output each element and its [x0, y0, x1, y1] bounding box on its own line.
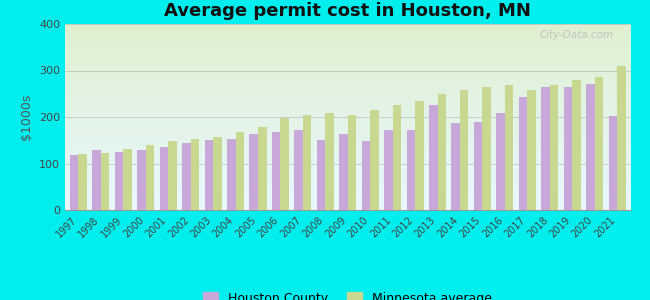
- Bar: [101, 153, 109, 210]
- Bar: [474, 122, 482, 210]
- Bar: [79, 154, 87, 210]
- Bar: [361, 141, 370, 210]
- Bar: [541, 87, 550, 210]
- Bar: [595, 77, 603, 210]
- Bar: [137, 150, 146, 210]
- Bar: [384, 130, 393, 210]
- Y-axis label: $1000s: $1000s: [20, 94, 33, 140]
- Bar: [406, 130, 415, 210]
- Bar: [250, 134, 258, 210]
- Bar: [294, 130, 303, 210]
- Bar: [190, 139, 199, 210]
- Bar: [70, 155, 79, 210]
- Bar: [617, 66, 625, 210]
- Bar: [519, 97, 527, 210]
- Bar: [482, 87, 491, 210]
- Bar: [303, 115, 311, 210]
- Bar: [437, 94, 446, 210]
- Bar: [415, 101, 424, 210]
- Bar: [235, 132, 244, 210]
- Bar: [168, 141, 177, 210]
- Text: City-Data.com: City-Data.com: [540, 30, 614, 40]
- Bar: [325, 113, 334, 210]
- Bar: [550, 85, 558, 210]
- Bar: [497, 113, 505, 210]
- Bar: [317, 140, 325, 210]
- Bar: [205, 140, 213, 210]
- Bar: [608, 116, 617, 210]
- Bar: [339, 134, 348, 210]
- Bar: [370, 110, 379, 210]
- Bar: [280, 118, 289, 210]
- Bar: [586, 84, 595, 210]
- Bar: [227, 139, 235, 210]
- Bar: [272, 132, 280, 210]
- Bar: [527, 90, 536, 210]
- Bar: [348, 115, 356, 210]
- Bar: [564, 87, 572, 210]
- Bar: [505, 85, 514, 210]
- Bar: [451, 123, 460, 210]
- Bar: [92, 151, 101, 210]
- Bar: [160, 147, 168, 210]
- Bar: [124, 148, 132, 210]
- Bar: [429, 105, 437, 210]
- Bar: [182, 142, 190, 210]
- Legend: Houston County, Minnesota average: Houston County, Minnesota average: [198, 287, 497, 300]
- Bar: [115, 152, 124, 210]
- Bar: [213, 136, 222, 210]
- Bar: [146, 145, 154, 210]
- Title: Average permit cost in Houston, MN: Average permit cost in Houston, MN: [164, 2, 531, 20]
- Bar: [393, 105, 401, 210]
- Bar: [460, 90, 469, 210]
- Bar: [572, 80, 580, 210]
- Bar: [258, 127, 266, 210]
